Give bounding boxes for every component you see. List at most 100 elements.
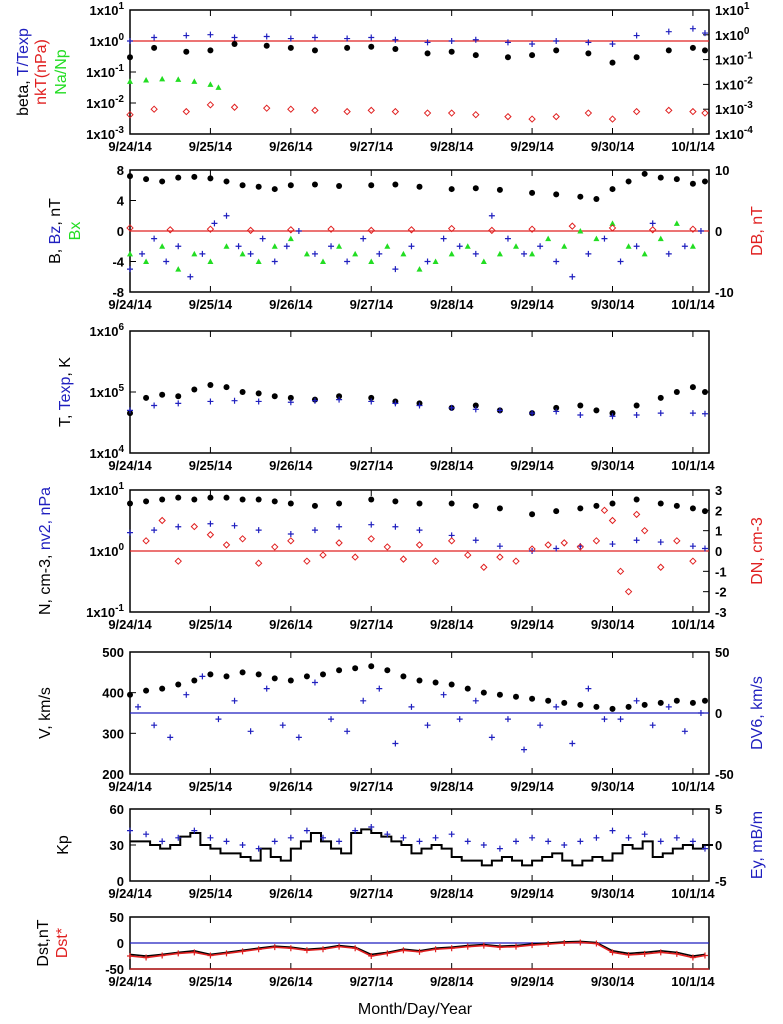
data-point <box>159 243 166 249</box>
data-point <box>287 235 294 242</box>
data-point <box>271 243 278 249</box>
data-point <box>254 559 263 567</box>
y-tick-label: 50 <box>110 910 124 925</box>
data-point <box>440 235 447 242</box>
y-tick-label: 1x106 <box>90 322 125 339</box>
y-tick-label: 0 <box>117 224 124 239</box>
data-point <box>223 673 230 680</box>
data-point <box>211 220 218 227</box>
x-tick-label: 9/29/14 <box>510 779 554 794</box>
data-point <box>689 954 696 961</box>
data-point <box>689 44 696 51</box>
data-point <box>207 520 214 527</box>
data-point <box>472 110 480 119</box>
y-tick-label-right: -5 <box>715 874 727 889</box>
data-point <box>625 834 632 841</box>
y-tick-label: 1x105 <box>90 383 125 400</box>
data-point <box>255 496 262 503</box>
data-point <box>271 838 278 845</box>
data-point <box>689 410 696 417</box>
data-point <box>384 831 391 838</box>
data-point <box>191 677 198 684</box>
data-point <box>271 498 278 505</box>
x-tick-label: 9/29/14 <box>510 886 554 901</box>
data-point <box>287 677 294 684</box>
data-point <box>336 838 343 845</box>
data-point <box>328 716 335 723</box>
x-tick-label: 10/1/14 <box>671 458 715 473</box>
data-point <box>415 541 424 549</box>
data-point <box>239 948 246 955</box>
data-point <box>480 842 487 848</box>
data-point <box>376 685 383 692</box>
series-dn <box>142 506 697 596</box>
data-point <box>223 178 230 185</box>
data-point <box>665 47 672 54</box>
data-point <box>496 186 503 193</box>
data-point <box>701 109 709 117</box>
data-point <box>657 174 664 181</box>
data-point <box>609 500 616 507</box>
data-point <box>271 186 278 193</box>
data-point <box>601 716 608 723</box>
data-point <box>400 947 407 954</box>
y-tick-label: 500 <box>102 645 124 660</box>
data-point <box>641 950 648 957</box>
data-point <box>127 953 133 959</box>
data-point <box>392 266 399 273</box>
data-point <box>488 212 495 219</box>
data-point <box>561 842 568 848</box>
data-point <box>127 38 133 44</box>
data-point <box>231 34 238 41</box>
data-point <box>448 186 455 193</box>
y-tick-label-right: 1x101 <box>715 1 750 18</box>
data-point <box>207 398 214 405</box>
data-point <box>255 671 262 678</box>
data-point <box>632 107 641 116</box>
x-tick-label: 9/30/14 <box>591 139 635 154</box>
series-kp <box>130 828 714 867</box>
data-point <box>529 189 536 196</box>
data-point <box>448 500 455 507</box>
data-point <box>336 393 343 400</box>
y-axis-label-right: Ey, mB/m <box>749 811 766 879</box>
data-point <box>657 394 664 401</box>
data-point <box>191 173 198 180</box>
data-point <box>472 502 479 509</box>
data-point <box>528 545 536 553</box>
data-point <box>528 115 536 123</box>
data-point <box>320 946 326 953</box>
data-point <box>625 951 632 958</box>
y-tick-label-right: -3 <box>715 605 727 620</box>
y-tick-label-right: 1x10-4 <box>715 125 753 142</box>
data-point <box>545 235 552 242</box>
data-point <box>352 665 359 672</box>
series-bz <box>127 212 704 280</box>
data-point <box>143 498 150 505</box>
data-point <box>159 75 166 82</box>
data-point <box>206 101 215 109</box>
data-point <box>246 226 255 235</box>
data-point <box>127 407 133 414</box>
data-point <box>336 183 343 190</box>
data-point <box>263 33 270 40</box>
data-point <box>127 54 133 61</box>
data-point <box>400 673 407 680</box>
x-tick-label: 9/24/14 <box>108 458 152 473</box>
y-tick-label: 0 <box>117 874 124 889</box>
data-point <box>480 258 487 264</box>
panel-temperature: 1x104 1x105 1x106 9/24/14 9/25/14 9/26/14 9/27… <box>57 322 715 473</box>
data-point <box>127 529 133 536</box>
data-point <box>344 258 351 265</box>
data-point <box>383 543 392 551</box>
x-tick-label: 9/25/14 <box>189 458 233 473</box>
data-point <box>577 411 584 418</box>
data-point <box>472 697 479 704</box>
data-point <box>608 115 617 123</box>
x-tick-label: 9/29/14 <box>510 617 554 632</box>
x-tick-label: 9/27/14 <box>350 886 394 901</box>
data-point <box>327 225 335 233</box>
data-point <box>259 235 266 242</box>
x-tick-label: 9/29/14 <box>510 297 554 312</box>
x-tick-label: 9/27/14 <box>350 297 394 312</box>
